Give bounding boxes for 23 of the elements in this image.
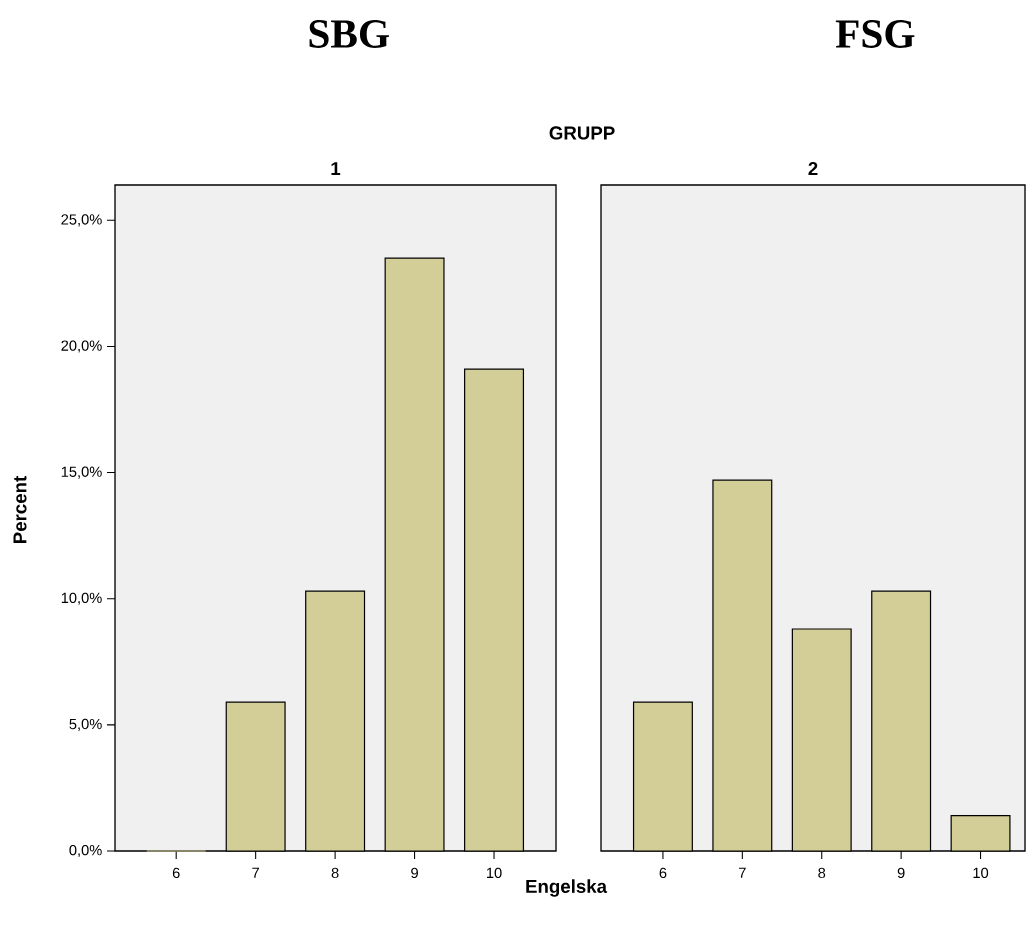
chart-subtitle: 2: [808, 161, 818, 176]
x-axis-title: Engelska: [526, 879, 608, 897]
y-tick-label: 10,0%: [61, 592, 102, 605]
x-tick-label: 6: [659, 867, 667, 879]
chart-title: SBG: [309, 20, 389, 48]
x-tick-label: 6: [172, 867, 180, 879]
y-tick-label: 20,0%: [61, 340, 102, 353]
y-tick-label: 15,0%: [61, 466, 102, 479]
x-tick-label: 7: [252, 867, 259, 878]
x-tick-label: 8: [818, 867, 826, 879]
y-axis-title: Percent: [13, 476, 27, 543]
y-tick-label: 5,0%: [69, 718, 102, 731]
x-tick-label: 10: [973, 867, 989, 879]
x-tick-label: 9: [411, 867, 418, 879]
chart-subtitle: 1: [331, 162, 341, 176]
x-tick-label: 10: [486, 867, 502, 879]
y-tick-label: 0,0%: [69, 844, 102, 858]
y-tick-label: 25,0%: [61, 214, 102, 227]
x-tick-label: 9: [897, 867, 905, 879]
chart-title: FSG: [835, 20, 915, 48]
x-tick-label: 8: [331, 867, 339, 879]
text: GRUPP: [549, 126, 615, 140]
x-tick-label: 7: [739, 867, 746, 878]
